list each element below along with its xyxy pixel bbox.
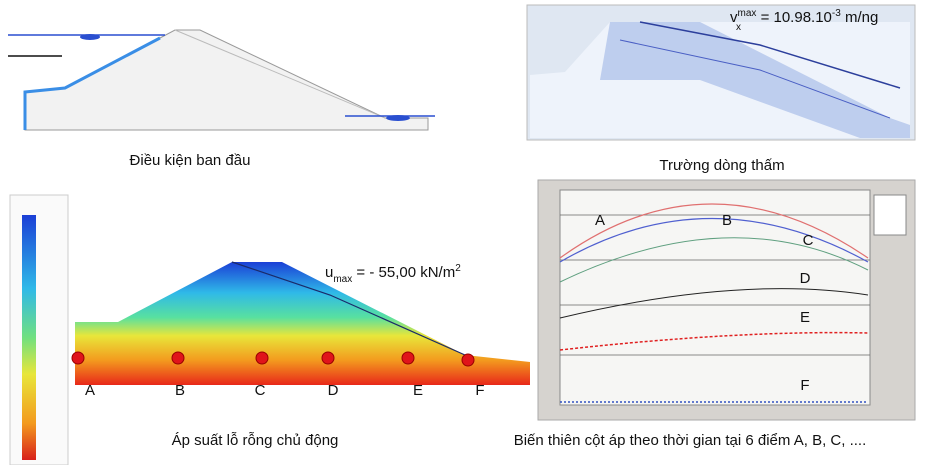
colorbar xyxy=(22,215,36,460)
unit: m/ng xyxy=(841,9,879,26)
point-label: C xyxy=(255,382,266,399)
point-label: E xyxy=(413,382,423,399)
flow-line xyxy=(639,21,901,89)
phreatic xyxy=(231,261,466,356)
phreatic xyxy=(174,29,386,119)
dam-outline xyxy=(24,29,429,131)
initial-panel: Điều kiện ban đầu xyxy=(8,29,435,169)
head-chart-panel: A B C D E F Biến thiên cột áp theo thời … xyxy=(514,179,916,449)
curve xyxy=(559,203,869,259)
point xyxy=(171,351,185,365)
curve xyxy=(559,218,869,263)
curve-label: A xyxy=(595,212,605,229)
colorbar-frame xyxy=(9,194,69,465)
plot-area xyxy=(559,189,871,406)
point xyxy=(321,351,335,365)
symbol: u xyxy=(325,264,333,281)
sub: max xyxy=(333,274,352,285)
seepage-panel: vmax = 10.98.10-3 m/ng x Trường dòng thấ… xyxy=(526,4,916,174)
curve-label: B xyxy=(722,212,732,229)
curve-label: C xyxy=(803,232,814,249)
flow-field xyxy=(600,22,910,138)
curve xyxy=(559,288,869,319)
value: = 10.98.10 xyxy=(756,9,831,26)
point-label: D xyxy=(328,382,339,399)
curve-label: F xyxy=(800,377,809,394)
pressure-panel: A B C D E F umax = - 55,00 kN/m2 Áp suất… xyxy=(9,194,530,465)
caption: Trường dòng thấm xyxy=(659,157,784,174)
point xyxy=(461,353,475,367)
pressure-label: umax = - 55,00 kN/m2 xyxy=(325,263,461,285)
point-label: F xyxy=(475,382,484,399)
points xyxy=(71,351,475,367)
caption: Điều kiện ban đầu xyxy=(130,152,251,169)
symbol: v xyxy=(730,9,738,26)
caption: Biến thiên cột áp theo thời gian tại 6 đ… xyxy=(514,432,867,449)
water-mark xyxy=(386,115,410,121)
caption: Áp suất lỗ rỗng chủ động xyxy=(172,432,339,449)
exp: 2 xyxy=(455,263,461,274)
upstream-boundary xyxy=(23,36,161,130)
point xyxy=(255,351,269,365)
legend xyxy=(873,194,907,236)
pressure-field xyxy=(75,262,530,385)
grid xyxy=(560,214,870,356)
point-label: B xyxy=(175,382,185,399)
curve-label: E xyxy=(800,309,810,326)
point xyxy=(71,351,85,365)
sub: x xyxy=(736,22,741,33)
water-mark xyxy=(80,34,100,40)
velocity-label: vmax = 10.98.10-3 m/ng xyxy=(730,8,878,26)
curve xyxy=(559,331,869,351)
curve-label: D xyxy=(800,270,811,287)
exp: -3 xyxy=(832,8,841,19)
point xyxy=(401,351,415,365)
flow-line xyxy=(619,39,891,119)
point-label: A xyxy=(85,382,95,399)
value: = - 55,00 kN/m xyxy=(352,264,455,281)
sup: max xyxy=(738,8,757,19)
curve xyxy=(559,237,869,283)
